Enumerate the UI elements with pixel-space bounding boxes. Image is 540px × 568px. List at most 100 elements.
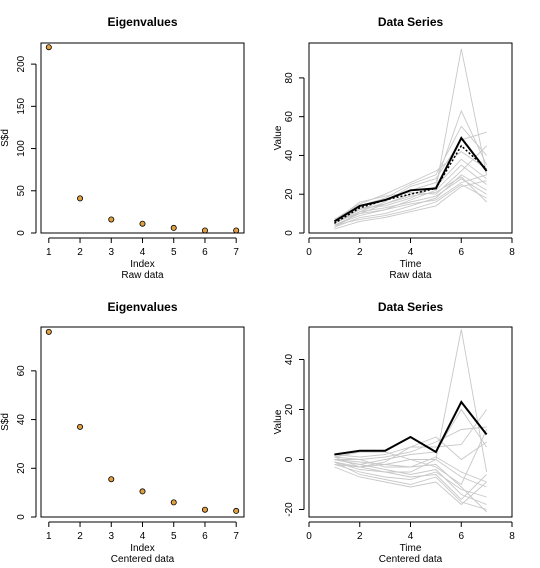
y-tick-label: 0 [16,514,27,520]
y-tick-label: -20 [284,502,295,517]
series-line-9 [334,174,487,228]
x-tick-label: 3 [108,247,114,258]
eigenvalue-point-1 [45,44,52,51]
y-tick-label: 20 [16,462,27,474]
x-tick-label: 7 [233,531,239,542]
series-line-1 [334,48,488,226]
eigenvalue-point-3 [108,476,115,483]
y-tick-label: 150 [16,98,27,115]
x-tick-label: 6 [202,531,208,542]
y-tick-label: 40 [16,414,27,426]
x-tick-label: 6 [458,247,464,258]
y-tick-label: 100 [16,140,27,157]
x-tick-label: 2 [77,531,83,542]
eigenvalue-point-2 [77,195,84,202]
x-axis-subtitle: Centered data [111,554,175,565]
chart-title: Data Series [378,15,444,29]
y-axis-label: Value [273,409,284,434]
mean-series-line [334,400,488,456]
plot-frame [40,42,245,234]
chart-title: Eigenvalues [107,300,177,314]
dotted-series-line [334,144,488,224]
plot-frame [308,326,513,518]
y-tick-label: 40 [284,149,295,161]
series-line-12 [334,174,487,222]
eigenvalue-point-3 [108,216,115,223]
eigenvalue-point-4 [139,220,146,227]
x-axis: 1 2 3 4 5 6 7 [46,521,239,542]
y-tick-label: 80 [284,72,295,84]
x-tick-label: 4 [140,531,146,542]
y-tick-label: 60 [284,111,295,123]
background-series [334,329,488,513]
y-tick-label: 20 [284,404,295,416]
series-line-13 [334,180,487,230]
y-tick-label: 0 [284,456,295,462]
eigenvalue-point-5 [170,224,177,231]
x-tick-label: 8 [509,247,515,258]
x-tick-label: 0 [306,247,312,258]
mean-series-line [333,136,488,223]
series-line-5 [334,436,487,461]
y-axis: 0 20 40 60 [16,365,37,520]
series-line-14 [334,459,487,513]
eigenvalue-points [45,44,240,234]
y-tick-label: 0 [16,230,27,236]
y-tick-label: 40 [284,354,295,366]
eigenvalue-point-6 [201,506,208,513]
x-axis: 0 2 4 6 8 [306,237,515,258]
x-tick-label: 0 [306,531,312,542]
y-tick-label: 0 [284,230,295,236]
x-tick-label: 2 [357,247,363,258]
series-line-4 [334,409,487,468]
y-axis: 0 50 100 150 200 [16,55,37,236]
x-axis-label: Time [400,259,422,270]
x-axis-subtitle: Raw data [389,270,432,281]
x-tick-label: 8 [509,531,515,542]
x-axis-label: Index [130,543,154,554]
series-line-13 [334,466,487,506]
x-tick-label: 6 [202,247,208,258]
x-tick-label: 1 [46,247,52,258]
chart-title: Data Series [378,300,444,314]
series-line-14 [334,176,487,224]
x-tick-label: 2 [357,531,363,542]
x-axis-subtitle: Raw data [121,270,164,281]
series-line-11 [334,183,487,226]
eigenvalue-point-5 [170,499,177,506]
background-series [334,48,488,230]
series-line-8 [334,145,487,222]
y-tick-label: 60 [16,365,27,377]
series-line-9 [334,464,487,498]
chart-title: Eigenvalues [107,15,177,29]
y-tick-label: 20 [284,188,295,200]
series-line-7 [334,458,487,488]
series-line-7 [334,164,487,226]
x-tick-label: 7 [233,247,239,258]
y-axis: -20 0 20 40 [284,354,305,517]
x-axis-subtitle: Centered data [379,554,443,565]
plot-frame [40,326,245,518]
eigenvalue-point-2 [77,423,84,430]
eigenvalue-points [45,328,240,514]
series-line-5 [334,151,487,220]
x-tick-label: 2 [77,247,83,258]
y-axis-label: Value [273,125,284,150]
series-line-10 [334,178,487,224]
x-tick-label: 5 [171,247,177,258]
y-axis: 0 20 40 60 80 [284,72,305,236]
series-line-8 [334,429,488,486]
series-line-11 [334,461,487,510]
eigenvalue-point-7 [233,227,240,234]
series-line-10 [334,459,487,505]
x-tick-label: 4 [408,531,414,542]
y-axis-label: S$d [0,413,11,431]
eigenvalue-point-6 [201,227,208,234]
x-axis-label: Index [130,259,154,270]
x-tick-label: 6 [458,531,464,542]
y-axis-label: S$d [0,129,11,147]
